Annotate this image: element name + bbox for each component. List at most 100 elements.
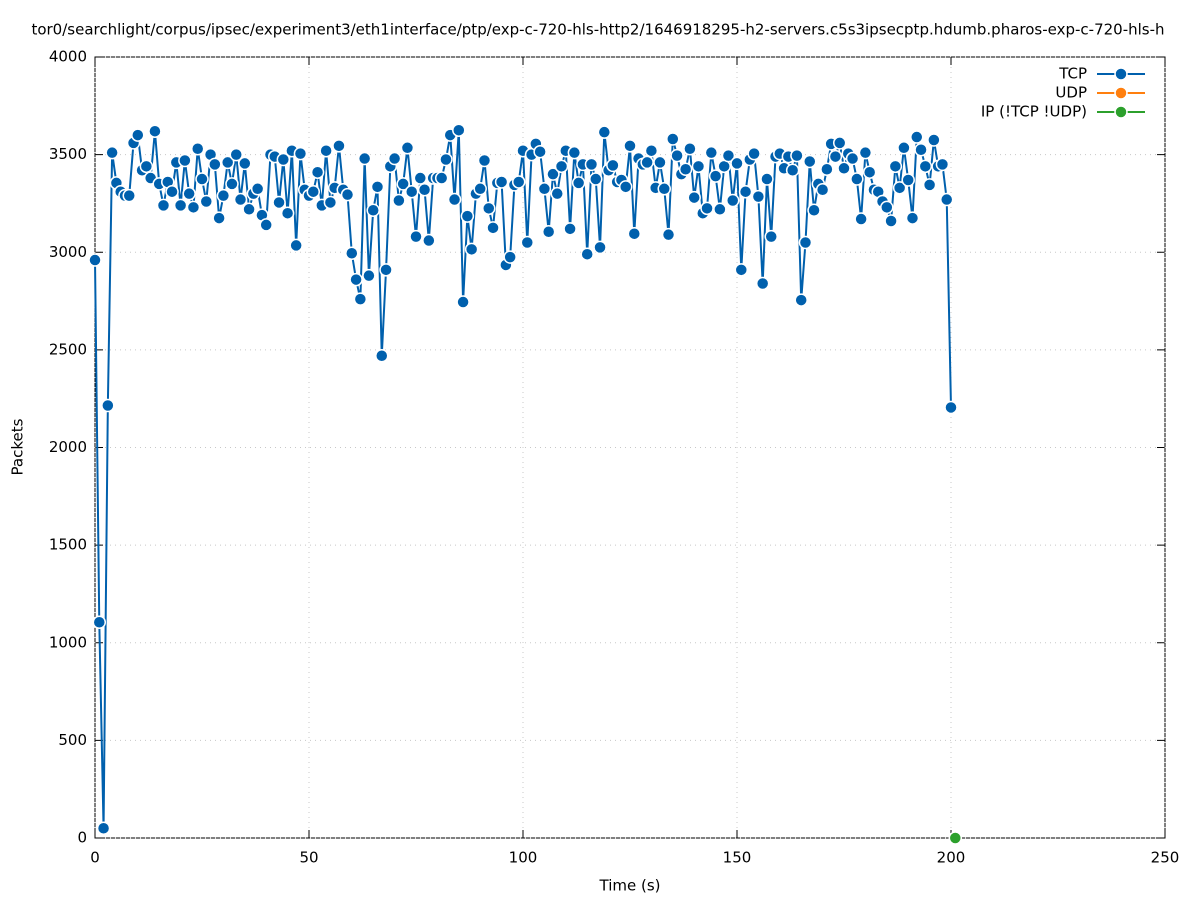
point — [815, 183, 830, 197]
point — [366, 203, 380, 218]
point — [131, 128, 145, 142]
point — [747, 146, 761, 161]
point — [101, 398, 115, 413]
point — [584, 157, 599, 172]
point — [892, 181, 907, 195]
point — [289, 238, 303, 253]
point — [832, 136, 847, 150]
point — [447, 192, 462, 207]
point — [880, 200, 894, 215]
point — [627, 226, 642, 241]
x-tick-label: 100 — [509, 849, 538, 867]
point — [250, 182, 265, 196]
point — [422, 233, 436, 248]
point — [413, 171, 428, 185]
point — [370, 180, 385, 194]
point — [704, 145, 719, 160]
point — [790, 148, 804, 163]
point — [820, 162, 834, 177]
point — [537, 182, 552, 196]
point — [375, 348, 389, 363]
point — [683, 142, 697, 156]
point — [148, 124, 162, 138]
point — [340, 187, 355, 202]
point — [606, 158, 620, 173]
point — [396, 177, 410, 191]
point — [721, 148, 736, 163]
point — [939, 192, 954, 207]
point — [691, 159, 706, 174]
point — [409, 229, 423, 244]
point — [439, 152, 453, 167]
x-tick-label: 200 — [937, 849, 966, 867]
point — [571, 176, 586, 190]
point — [914, 142, 928, 157]
legend-label: IP (!TCP !UDP) — [981, 103, 1087, 121]
point — [550, 186, 564, 201]
point — [580, 247, 594, 261]
point — [503, 250, 517, 264]
point — [922, 178, 937, 192]
y-tick-label: 1500 — [49, 536, 87, 554]
point — [212, 211, 226, 225]
point — [464, 242, 479, 257]
point — [640, 155, 654, 170]
point — [854, 212, 868, 226]
point — [520, 235, 535, 250]
point — [862, 165, 877, 179]
point — [362, 268, 376, 283]
point — [794, 293, 808, 307]
point — [666, 132, 680, 146]
point — [764, 229, 778, 244]
point — [332, 139, 346, 153]
point — [935, 157, 950, 172]
y-tick-label: 2000 — [49, 438, 87, 456]
point — [173, 198, 188, 213]
point — [96, 821, 111, 835]
point — [182, 186, 196, 201]
point — [229, 147, 243, 162]
point — [687, 190, 701, 205]
point — [272, 195, 286, 210]
point — [280, 206, 295, 220]
point — [593, 240, 607, 255]
point — [319, 143, 333, 158]
point — [216, 188, 231, 203]
point — [242, 202, 256, 217]
point — [554, 159, 569, 174]
point — [888, 159, 903, 174]
point — [678, 162, 693, 177]
point — [837, 161, 851, 176]
y-tick-label: 2500 — [49, 340, 87, 358]
legend-marker — [1114, 86, 1128, 100]
point — [708, 169, 723, 183]
point — [345, 246, 359, 260]
point — [310, 165, 325, 179]
point — [417, 183, 432, 197]
point — [905, 211, 920, 225]
point — [178, 153, 192, 168]
point — [533, 144, 547, 159]
point — [897, 141, 911, 155]
x-tick-label: 150 — [723, 849, 752, 867]
point — [306, 184, 321, 199]
y-tick-label: 3500 — [49, 145, 87, 163]
point — [901, 173, 915, 187]
x-axis-label: Time (s) — [599, 877, 661, 895]
point — [353, 292, 368, 306]
point — [563, 222, 577, 236]
point — [379, 263, 393, 277]
point — [541, 224, 556, 239]
point — [387, 151, 402, 166]
point — [803, 154, 817, 169]
point — [670, 148, 684, 163]
chart-title: tor0/searchlight/corpus/ipsec/experiment… — [31, 21, 1164, 39]
point — [220, 155, 235, 170]
point — [807, 203, 821, 218]
point — [473, 182, 487, 196]
legend-label: UDP — [1055, 84, 1087, 102]
y-tick-label: 0 — [77, 829, 87, 847]
point — [751, 189, 766, 204]
point — [477, 153, 492, 168]
